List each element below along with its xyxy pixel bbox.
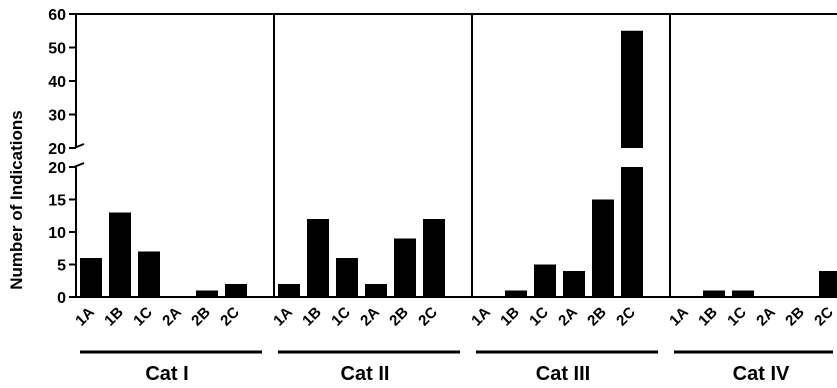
bar [196,290,218,297]
y-tick-label: 60 [48,7,66,24]
bar [365,284,387,297]
axes [73,13,837,298]
y-tick-label: 10 [48,225,66,242]
x-tick-label: 1A [468,304,494,330]
group-label: Cat IV [733,363,790,385]
x-tick-label: 2A [753,304,779,330]
y-tick-label: 50 [48,41,66,58]
x-tick-label: 1C [328,304,354,330]
bar [336,258,358,297]
x-tick-label: 1C [526,304,552,330]
x-tick-label: 1A [666,304,692,330]
bar [138,251,160,297]
x-tick-label: 2C [415,304,441,330]
bar [109,212,131,297]
bar [732,290,754,297]
x-tick-label: 2B [584,304,610,330]
bar [534,264,556,297]
bars [80,30,837,297]
x-tick-labels: 1A 1B 1C 2A 2B 2C 1A 1B 1C 2A 2B 2C 1A 1B 1C 2A 2B 2C 1A 1B… [72,304,837,330]
x-tick-label: 2A [159,304,185,330]
bar-upper-segment [621,30,643,148]
x-tick-label: 2B [188,304,214,330]
y-tick-label: 20 [48,141,66,158]
bar [394,238,416,297]
y-tick-label: 30 [48,108,66,125]
x-tick-label: 1B [497,304,523,330]
x-tick-label: 2A [555,304,581,330]
bar [225,284,247,297]
y-ticks: 20 30 40 50 60 0 5 10 15 20 [48,7,76,307]
x-tick-label: 2C [811,304,837,330]
bar [307,219,329,297]
y-tick-label: 5 [57,258,66,275]
y-tick-label: 0 [57,290,66,307]
y-tick-label: 20 [48,160,66,177]
x-tick-label: 1A [270,304,296,330]
x-tick-label: 2C [217,304,243,330]
bar [423,219,445,297]
bar [819,271,837,297]
x-tick-label: 1B [695,304,721,330]
x-tick-label: 2B [386,304,412,330]
y-tick-label: 15 [48,193,66,210]
x-tick-label: 2A [357,304,383,330]
bar [592,199,614,297]
group-label: Cat III [536,363,590,385]
x-tick-label: 2B [782,304,808,330]
bar [563,271,585,297]
y-tick-label: 40 [48,74,66,91]
x-tick-label: 1C [130,304,156,330]
bar [278,284,300,297]
bar [621,167,643,297]
x-tick-label: 1B [299,304,325,330]
x-tick-label: 2C [613,304,639,330]
group-labels: Cat I Cat II Cat III Cat IV [80,350,833,385]
x-tick-label: 1B [101,304,127,330]
bar [505,290,527,297]
y-axis-title: Number of Indications [7,110,26,289]
x-tick-label: 1C [724,304,750,330]
bar [80,258,102,297]
group-label: Cat II [341,363,390,385]
bar [703,290,725,297]
group-label: Cat I [145,363,188,385]
x-tick-label: 1A [72,304,98,330]
